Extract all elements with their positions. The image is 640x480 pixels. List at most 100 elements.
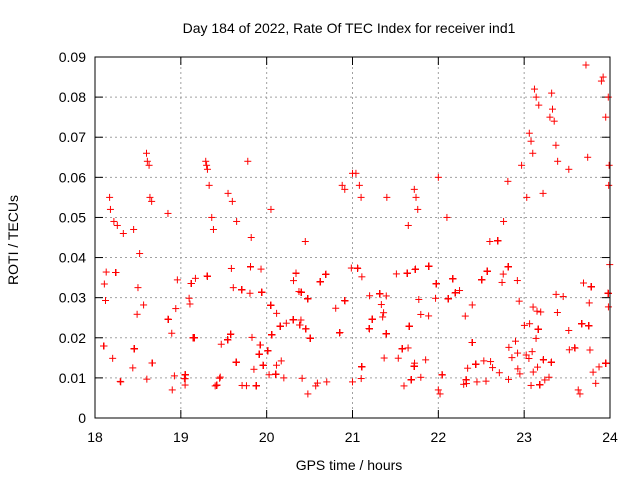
data-point: [264, 347, 272, 355]
data-point: [297, 288, 305, 296]
data-point: [357, 375, 365, 383]
data-point: [468, 338, 476, 346]
data-point: [298, 374, 306, 382]
data-point: [432, 280, 440, 288]
data-point: [554, 157, 562, 165]
x-tick-label: 23: [516, 429, 532, 445]
y-tick-label: 0.05: [59, 209, 86, 225]
data-point: [425, 262, 433, 270]
data-point: [514, 365, 522, 373]
data-point: [376, 290, 384, 298]
data-point: [227, 330, 235, 338]
data-point: [100, 342, 108, 350]
data-point: [224, 189, 232, 197]
data-point: [297, 316, 305, 324]
data-point: [537, 308, 545, 316]
data-point: [181, 371, 189, 379]
y-axis-label: ROTI / TECUs: [5, 195, 21, 285]
data-point: [404, 344, 412, 352]
data-point: [349, 378, 356, 386]
data-point: [520, 321, 528, 329]
data-point: [181, 381, 189, 389]
x-tick-label: 20: [259, 429, 275, 445]
data-point: [209, 225, 217, 233]
data-point: [411, 265, 419, 273]
data-point: [203, 161, 211, 169]
data-point: [541, 376, 549, 384]
data-point: [405, 322, 413, 330]
data-point: [425, 312, 433, 320]
data-point: [202, 157, 210, 165]
data-point: [578, 320, 586, 328]
data-point: [377, 301, 385, 309]
data-point: [527, 137, 535, 145]
data-point: [205, 181, 213, 189]
data-point: [604, 289, 612, 297]
data-point: [505, 343, 513, 351]
data-point: [272, 361, 280, 369]
data-point: [110, 217, 118, 225]
data-point: [229, 284, 237, 292]
data-point: [582, 61, 590, 69]
data-point: [185, 294, 193, 302]
data-point: [417, 373, 425, 381]
data-point: [550, 117, 558, 125]
data-point: [589, 368, 597, 376]
data-point: [398, 345, 406, 353]
data-point: [227, 264, 235, 272]
data-point: [480, 357, 488, 365]
data-point: [100, 280, 108, 288]
data-point: [256, 341, 264, 349]
data-point: [113, 221, 121, 229]
data-point: [462, 376, 470, 384]
data-point: [515, 297, 523, 305]
data-point: [464, 364, 472, 372]
data-point: [516, 370, 524, 378]
data-point: [246, 289, 254, 297]
data-point: [289, 316, 297, 324]
data-point: [213, 381, 221, 389]
data-point: [532, 93, 540, 101]
data-point: [276, 322, 284, 330]
data-point: [410, 362, 418, 370]
data-point: [508, 354, 516, 362]
y-tick-label: 0.01: [59, 370, 86, 386]
data-point: [354, 264, 362, 272]
data-point: [347, 264, 355, 272]
data-point: [247, 263, 255, 271]
data-point: [434, 173, 442, 181]
data-point: [532, 334, 540, 342]
data-point: [102, 268, 110, 276]
data-point: [565, 326, 573, 334]
data-point: [164, 315, 172, 323]
data-point: [258, 288, 266, 296]
data-point: [522, 351, 530, 359]
data-point: [290, 277, 298, 285]
data-point: [602, 359, 610, 367]
data-point: [304, 390, 312, 398]
data-point: [272, 370, 280, 378]
data-point: [257, 265, 265, 273]
data-point: [203, 165, 211, 173]
data-point: [336, 329, 344, 337]
data-point: [444, 295, 452, 303]
data-point: [332, 304, 340, 312]
x-tick-label: 19: [173, 429, 189, 445]
data-point: [304, 295, 312, 303]
data-point: [586, 346, 594, 354]
x-tick-label: 24: [602, 429, 618, 445]
data-point: [112, 269, 120, 277]
data-point: [483, 267, 491, 275]
data-point: [109, 354, 117, 362]
data-point: [368, 315, 376, 323]
data-point: [366, 292, 374, 300]
x-tick-label: 18: [87, 429, 103, 445]
data-point: [513, 277, 521, 285]
data-point: [498, 278, 506, 286]
data-point: [248, 333, 256, 341]
data-point: [233, 217, 241, 225]
data-point: [382, 292, 390, 300]
data-point: [438, 371, 446, 379]
data-point: [473, 378, 481, 386]
data-point: [403, 269, 411, 277]
